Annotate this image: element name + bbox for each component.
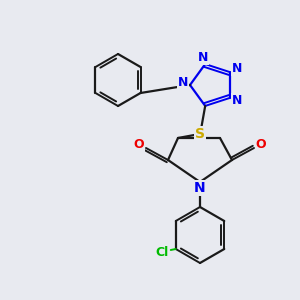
Text: N: N bbox=[232, 94, 242, 107]
Text: S: S bbox=[195, 127, 205, 141]
Text: N: N bbox=[178, 76, 188, 89]
Text: O: O bbox=[256, 137, 266, 151]
Text: Cl: Cl bbox=[155, 247, 168, 260]
Text: N: N bbox=[194, 181, 206, 195]
Text: N: N bbox=[232, 61, 242, 75]
Text: O: O bbox=[134, 137, 144, 151]
Text: N: N bbox=[198, 51, 208, 64]
